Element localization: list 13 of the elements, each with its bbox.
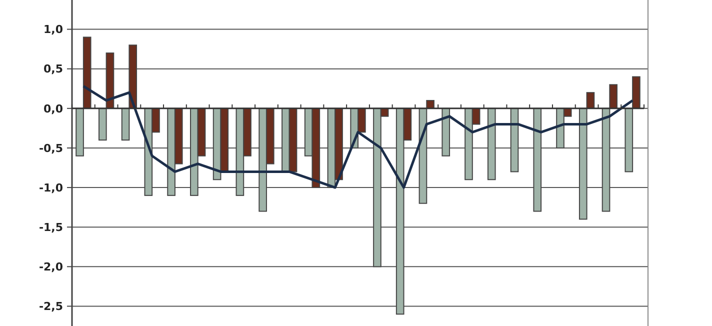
bar xyxy=(487,108,496,180)
y-tick-label: -2,0 xyxy=(38,260,64,274)
y-tick-label: -0,5 xyxy=(38,142,63,155)
y-tick-label: -2,5 xyxy=(38,300,63,314)
bar xyxy=(533,108,542,212)
y-tick-label: 0,5 xyxy=(44,62,63,76)
bar xyxy=(442,108,450,156)
y-tick-label: -1,0 xyxy=(38,181,64,194)
y-tick-label: 0,0 xyxy=(44,102,64,116)
line-series xyxy=(82,85,634,189)
y-tick-label: -1,5 xyxy=(38,220,63,234)
y-tick-label: 1,0 xyxy=(44,23,64,36)
bar xyxy=(510,108,519,172)
